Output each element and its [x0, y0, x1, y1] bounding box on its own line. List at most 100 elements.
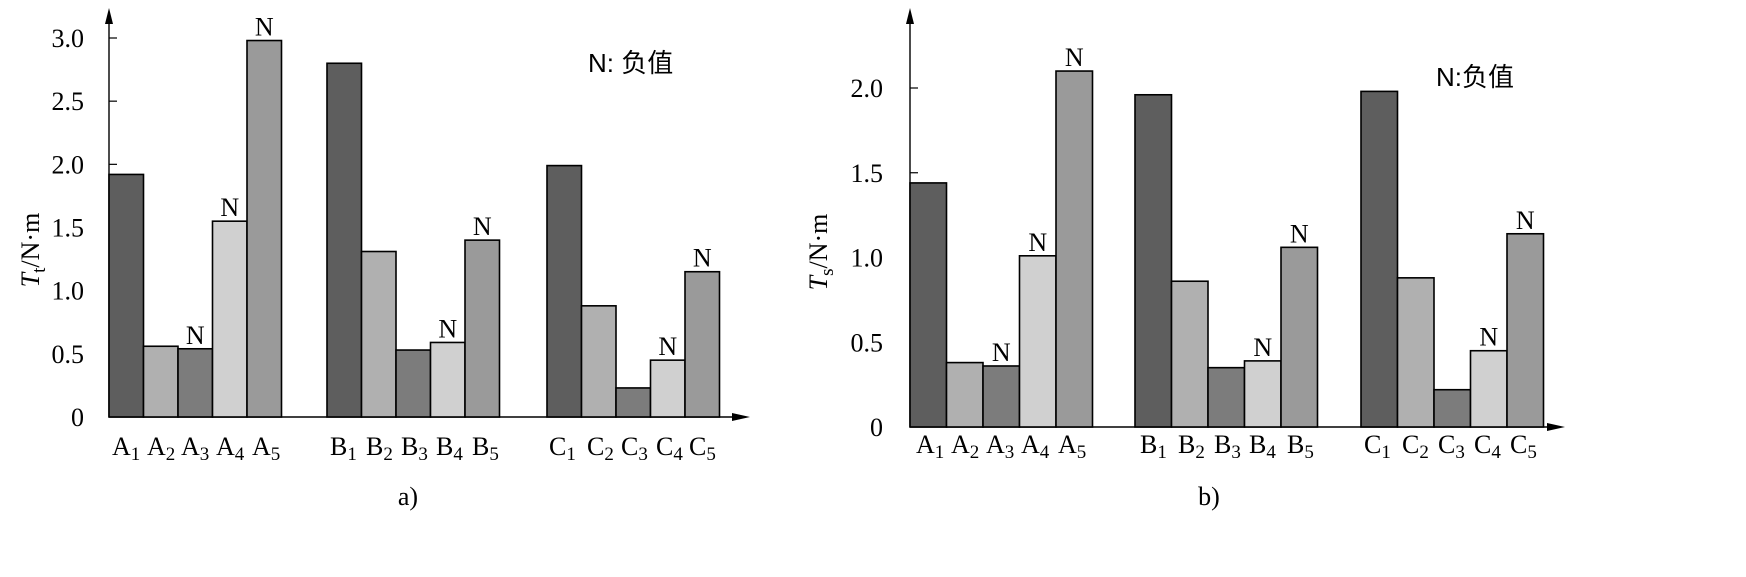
category-letter: A — [216, 432, 235, 461]
y-tick-label: 1.0 — [851, 244, 884, 273]
bar-c4 — [1469, 349, 1508, 428]
y-tick-label: 3.0 — [52, 24, 85, 53]
negative-marker: N — [438, 314, 457, 343]
category-letter: C — [1474, 430, 1491, 459]
y-axis-label-subscript: t — [29, 267, 50, 273]
category-subscript: 4 — [1266, 442, 1276, 463]
category-subscript: 1 — [347, 444, 357, 465]
bar-b1 — [1134, 93, 1173, 428]
category-subscript: 3 — [1455, 442, 1465, 463]
category-subscript: 3 — [638, 444, 648, 465]
category-label-b2: B2 — [1178, 430, 1205, 463]
y-axis-label-unit: /N·m — [16, 213, 45, 268]
x-axis-arrow-icon — [732, 413, 750, 421]
bar-c5 — [1506, 232, 1545, 428]
negative-marker: N — [658, 332, 677, 361]
category-label-c3: C3 — [621, 432, 648, 465]
y-axis-label: Tt/N·m — [16, 213, 50, 288]
y-axis-label-subscript: s — [817, 269, 838, 276]
bar-b2 — [360, 250, 397, 418]
panel-label: b) — [1198, 482, 1220, 511]
y-axis-arrow-icon — [906, 8, 914, 24]
category-label-b4: B4 — [1249, 430, 1276, 463]
category-subscript: 1 — [1381, 442, 1391, 463]
category-label-b2: B2 — [366, 432, 393, 465]
y-axis-label-symbol: T — [804, 274, 833, 290]
category-letter: B — [401, 432, 418, 461]
y-tick-label: 1.5 — [52, 214, 85, 243]
category-label-c2: C2 — [587, 432, 614, 465]
category-label-a2: A2 — [147, 432, 175, 465]
negative-marker: N — [693, 244, 712, 273]
category-label-a3: A3 — [986, 430, 1014, 463]
category-letter: A — [1021, 430, 1040, 459]
negative-marker: N — [1028, 228, 1047, 257]
category-letter: B — [1249, 430, 1266, 459]
category-subscript: 3 — [1231, 442, 1241, 463]
category-letter: B — [472, 432, 489, 461]
y-tick-label: 0.5 — [851, 328, 884, 357]
bar-c5 — [684, 270, 721, 418]
category-letter: B — [1140, 430, 1157, 459]
category-letter: B — [330, 432, 347, 461]
category-subscript: 5 — [706, 444, 716, 465]
category-letter: C — [689, 432, 706, 461]
x-axis-arrow-icon — [1547, 423, 1565, 431]
bar-a5 — [246, 39, 283, 418]
negative-marker: N — [1065, 43, 1084, 72]
y-tick-label: 0 — [71, 403, 84, 432]
bar-b5 — [1280, 246, 1319, 428]
category-subscript: 5 — [271, 444, 281, 465]
category-subscript: 2 — [970, 442, 980, 463]
category-label-b1: B1 — [330, 432, 357, 465]
negative-marker: N — [255, 13, 274, 42]
negative-marker: N — [473, 212, 492, 241]
bar-c2 — [1396, 277, 1435, 428]
category-label-c3: C3 — [1438, 430, 1465, 463]
category-letter: B — [1214, 430, 1231, 459]
category-label-a5: A5 — [252, 432, 280, 465]
category-label-a1: A1 — [916, 430, 944, 463]
negative-marker: N — [1290, 219, 1309, 248]
category-letter: B — [1287, 430, 1304, 459]
negative-marker: N — [220, 193, 239, 222]
y-tick-label: 1.5 — [851, 159, 884, 188]
category-letter: A — [147, 432, 166, 461]
y-tick-label: 0 — [870, 413, 883, 442]
category-subscript: 5 — [489, 444, 499, 465]
y-axis-arrow-icon — [105, 8, 113, 24]
bar-b3 — [395, 349, 432, 418]
category-label-b5: B5 — [472, 432, 499, 465]
bar-b3 — [1207, 366, 1246, 428]
category-label-a3: A3 — [181, 432, 209, 465]
category-subscript: 3 — [200, 444, 210, 465]
category-label-b1: B1 — [1140, 430, 1167, 463]
category-label-a1: A1 — [112, 432, 140, 465]
negative-marker: N — [1253, 333, 1272, 362]
bar-a4 — [211, 220, 248, 418]
bar-a3 — [177, 347, 214, 418]
category-subscript: 1 — [566, 444, 576, 465]
category-subscript: 5 — [1077, 442, 1087, 463]
bar-c1 — [1360, 90, 1399, 428]
category-letter: A — [181, 432, 200, 461]
category-label-c5: C5 — [1510, 430, 1537, 463]
category-letter: A — [951, 430, 970, 459]
category-subscript: 4 — [235, 444, 245, 465]
category-subscript: 4 — [453, 444, 463, 465]
bar-a5 — [1055, 70, 1094, 428]
y-tick-label: 0.5 — [52, 340, 85, 369]
category-subscript: 2 — [383, 444, 393, 465]
bar-a2 — [945, 361, 984, 428]
category-label-c4: C4 — [1474, 430, 1501, 463]
y-tick-label: 2.0 — [52, 150, 85, 179]
category-subscript: 4 — [673, 444, 683, 465]
category-subscript: 2 — [166, 444, 176, 465]
category-label-b5: B5 — [1287, 430, 1314, 463]
y-tick-label: 2.0 — [851, 74, 884, 103]
category-subscript: 2 — [604, 444, 614, 465]
category-subscript: 4 — [1040, 442, 1050, 463]
bar-b5 — [464, 239, 501, 418]
